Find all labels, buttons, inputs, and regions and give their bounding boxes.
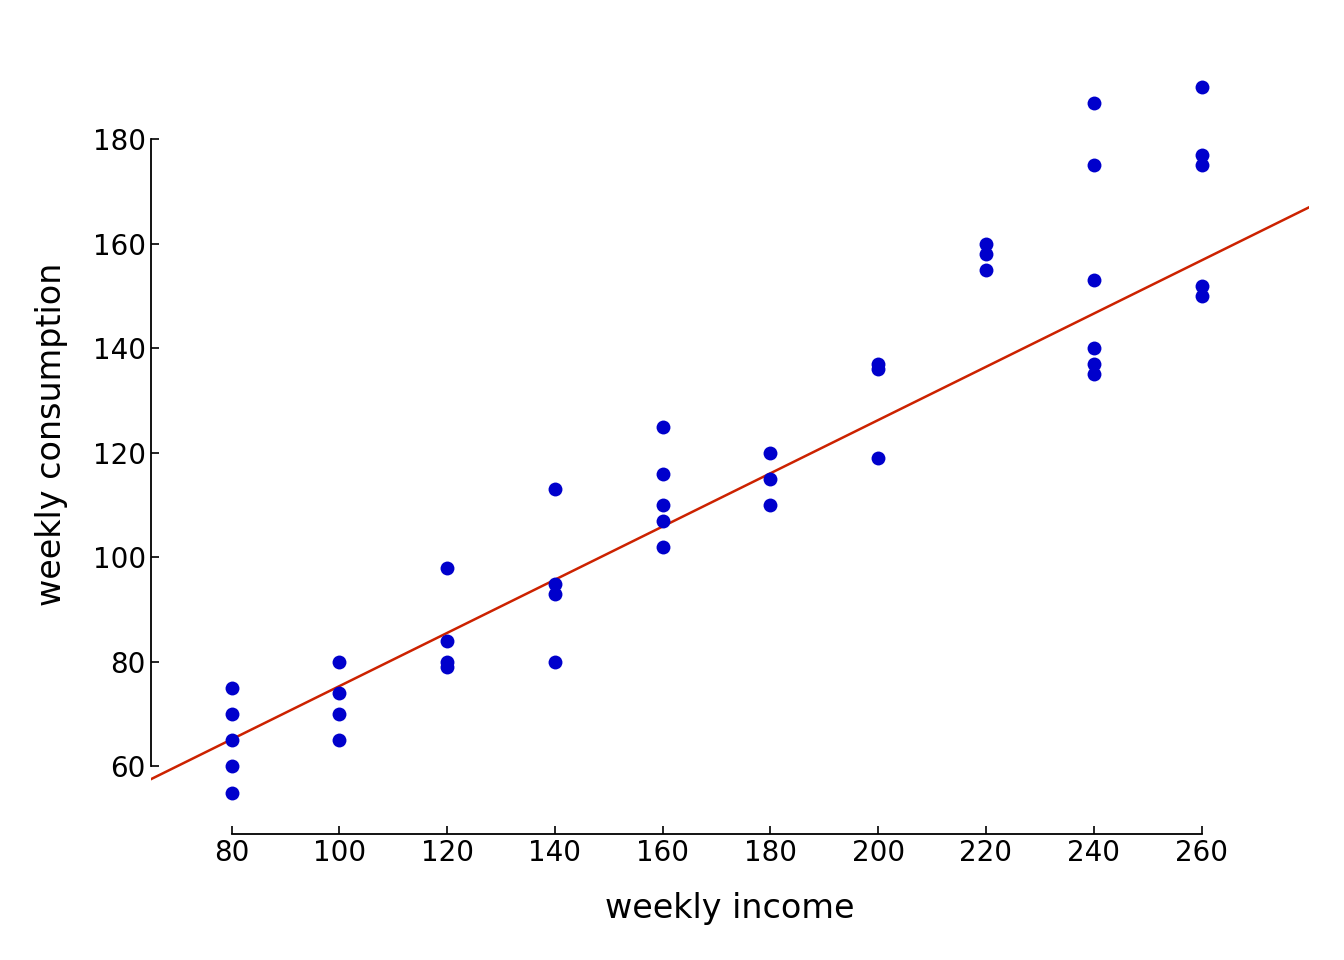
Point <box>1191 288 1212 303</box>
Point <box>544 482 566 497</box>
Point <box>976 247 997 262</box>
Point <box>652 497 673 513</box>
Point <box>976 262 997 277</box>
X-axis label: weekly income: weekly income <box>605 892 855 925</box>
Point <box>759 471 781 487</box>
Point <box>652 420 673 435</box>
Point <box>437 655 458 670</box>
Point <box>1083 356 1105 372</box>
Point <box>544 576 566 591</box>
Point <box>1083 157 1105 173</box>
Point <box>652 467 673 482</box>
Point <box>1083 367 1105 382</box>
Point <box>220 785 242 801</box>
Point <box>1083 95 1105 110</box>
Point <box>976 236 997 252</box>
Point <box>328 685 349 701</box>
Point <box>1083 341 1105 356</box>
Point <box>220 758 242 774</box>
Point <box>328 655 349 670</box>
Point <box>652 540 673 555</box>
Point <box>759 445 781 461</box>
Point <box>867 450 888 466</box>
Point <box>220 732 242 748</box>
Point <box>1083 273 1105 288</box>
Point <box>220 707 242 722</box>
Point <box>759 497 781 513</box>
Point <box>867 362 888 377</box>
Point <box>437 634 458 649</box>
Point <box>437 561 458 576</box>
Point <box>437 660 458 675</box>
Point <box>328 707 349 722</box>
Y-axis label: weekly consumption: weekly consumption <box>35 263 67 607</box>
Point <box>1191 157 1212 173</box>
Point <box>867 356 888 372</box>
Point <box>652 514 673 529</box>
Point <box>1191 278 1212 294</box>
Point <box>1191 147 1212 162</box>
Point <box>328 732 349 748</box>
Point <box>1191 80 1212 95</box>
Point <box>544 587 566 602</box>
Point <box>544 655 566 670</box>
Point <box>220 681 242 696</box>
